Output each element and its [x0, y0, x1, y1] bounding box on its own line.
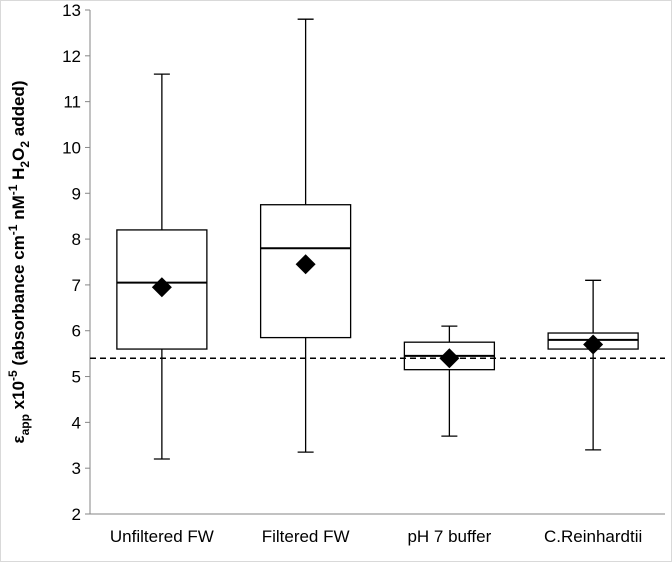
y-label-part: -5 — [6, 370, 20, 381]
y-tick-label: 3 — [72, 459, 81, 478]
mean-marker — [151, 277, 172, 298]
y-tick-label: 11 — [63, 93, 81, 112]
y-label-part: 2 — [18, 141, 32, 148]
y-tick-label: 5 — [72, 368, 81, 387]
y-label-part: -1 — [6, 224, 20, 235]
y-label-part: 2 — [18, 161, 32, 168]
y-label-part: x10 — [9, 381, 28, 414]
y-tick-label: 10 — [62, 138, 81, 157]
y-label-part: added) — [9, 81, 28, 141]
x-tick-label: Filtered FW — [262, 527, 350, 546]
x-tick-label: Unfiltered FW — [110, 527, 214, 546]
y-label-part: app — [18, 414, 32, 435]
x-tick-label: C.Reinhardtii — [544, 527, 642, 546]
y-label-part: nM — [9, 195, 28, 224]
x-tick-label: pH 7 buffer — [407, 527, 491, 546]
y-tick-label: 7 — [72, 276, 81, 295]
y-label-part: H — [9, 168, 28, 185]
y-tick-label: 8 — [72, 230, 81, 249]
mean-marker — [583, 334, 604, 355]
mean-marker — [295, 254, 316, 275]
y-label-part: (absorbance cm — [9, 235, 28, 370]
y-tick-label: 2 — [72, 505, 81, 524]
mean-marker — [439, 348, 460, 369]
y-tick-label: 13 — [62, 1, 81, 20]
y-tick-label: 12 — [62, 47, 81, 66]
y-tick-label: 6 — [72, 322, 81, 341]
y-label-part: O — [9, 148, 28, 161]
y-label-part: ε — [9, 435, 28, 443]
y-label-part: -1 — [6, 184, 20, 195]
y-tick-label: 9 — [72, 184, 81, 203]
y-tick-label: 4 — [72, 413, 81, 432]
y-axis-label: εapp x10-5 (absorbance cm-1 nM-1 H2O2 ad… — [6, 81, 32, 444]
